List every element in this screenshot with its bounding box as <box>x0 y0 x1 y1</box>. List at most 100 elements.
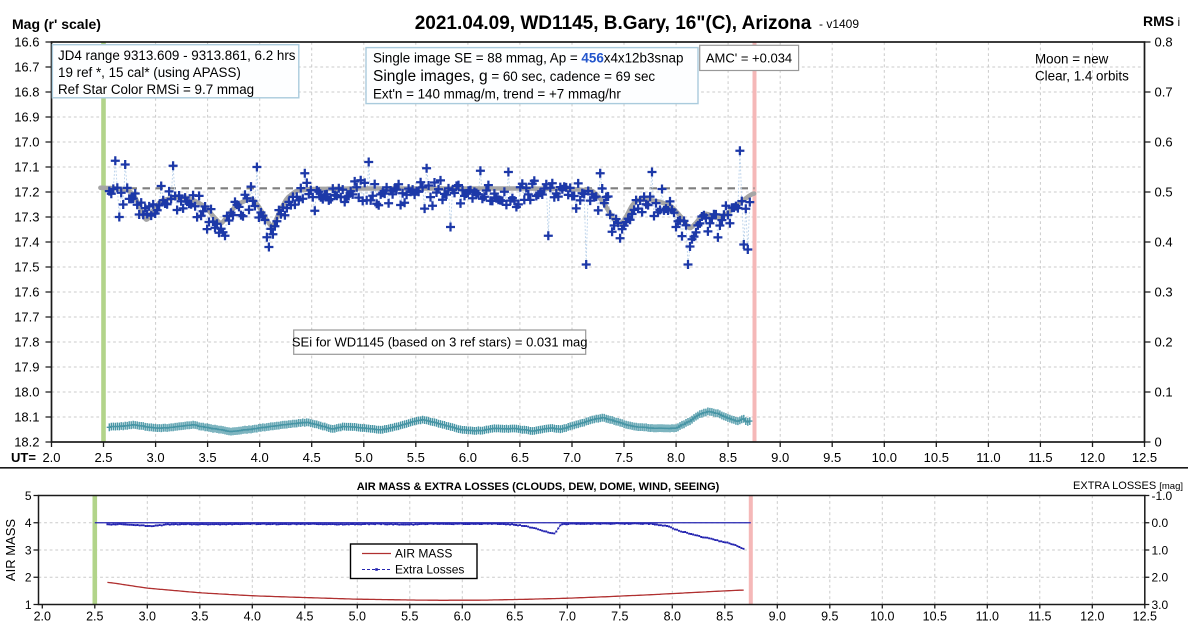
svg-text:0.2: 0.2 <box>1155 335 1173 350</box>
svg-text:3.0: 3.0 <box>139 610 156 624</box>
svg-text:4.5: 4.5 <box>296 610 313 624</box>
svg-text:5.5: 5.5 <box>407 450 425 465</box>
svg-text:Clear, 1.4 orbits: Clear, 1.4 orbits <box>1035 69 1129 84</box>
svg-text:17.2: 17.2 <box>14 185 39 200</box>
svg-text:18.0: 18.0 <box>14 385 39 400</box>
svg-text:16.6: 16.6 <box>14 35 39 50</box>
svg-text:EXTRA LOSSES [mag]: EXTRA LOSSES [mag] <box>1073 480 1183 492</box>
svg-text:11.0: 11.0 <box>976 610 999 624</box>
svg-text:2021.04.09, WD1145, B.Gary, 16: 2021.04.09, WD1145, B.Gary, 16"(C), Ariz… <box>415 13 812 34</box>
svg-text:3.5: 3.5 <box>199 450 217 465</box>
svg-text:2.0: 2.0 <box>34 610 51 624</box>
svg-text:AIR MASS & EXTRA LOSSES (CLOUD: AIR MASS & EXTRA LOSSES (CLOUDS, DEW, DO… <box>357 481 720 493</box>
svg-text:AIR MASS: AIR MASS <box>3 519 18 581</box>
svg-text:2.0: 2.0 <box>1152 571 1169 585</box>
svg-text:17.8: 17.8 <box>14 335 39 350</box>
svg-text:3.0: 3.0 <box>1152 598 1169 612</box>
svg-text:10.5: 10.5 <box>923 610 947 624</box>
svg-text:2.5: 2.5 <box>94 450 112 465</box>
svg-text:12.5: 12.5 <box>1132 450 1157 465</box>
svg-text:10.0: 10.0 <box>872 450 897 465</box>
svg-text:5.0: 5.0 <box>355 450 373 465</box>
svg-text:11.5: 11.5 <box>1028 610 1051 624</box>
svg-text:5: 5 <box>25 489 32 503</box>
svg-text:18.2: 18.2 <box>14 435 39 450</box>
svg-text:12.0: 12.0 <box>1080 610 1104 624</box>
svg-text:7.5: 7.5 <box>611 610 628 624</box>
svg-text:4.5: 4.5 <box>303 450 321 465</box>
svg-text:1: 1 <box>25 598 32 612</box>
svg-text:9.0: 9.0 <box>771 450 789 465</box>
svg-text:0.1: 0.1 <box>1155 385 1173 400</box>
svg-text:1.0: 1.0 <box>1152 543 1169 557</box>
svg-text:AIR MASS: AIR MASS <box>395 547 452 561</box>
svg-text:17.9: 17.9 <box>14 360 39 375</box>
svg-text:2: 2 <box>25 571 32 585</box>
svg-text:AMC' = +0.034: AMC' = +0.034 <box>706 51 792 66</box>
svg-text:6.0: 6.0 <box>454 610 471 624</box>
svg-text:4.0: 4.0 <box>244 610 261 624</box>
svg-text:2.5: 2.5 <box>86 610 103 624</box>
svg-text:0.8: 0.8 <box>1155 35 1173 50</box>
svg-text:18.1: 18.1 <box>14 410 39 425</box>
svg-text:12.5: 12.5 <box>1133 610 1157 624</box>
svg-text:Mag (r' scale): Mag (r' scale) <box>12 16 101 32</box>
svg-text:5.5: 5.5 <box>401 610 418 624</box>
svg-text:0.0: 0.0 <box>1152 516 1169 530</box>
svg-text:0.5: 0.5 <box>1155 185 1173 200</box>
svg-text:16.9: 16.9 <box>14 110 39 125</box>
svg-text:8.5: 8.5 <box>719 450 737 465</box>
svg-text:-1.0: -1.0 <box>1152 489 1173 503</box>
svg-text:JD4 range 9313.609 - 9313.861,: JD4 range 9313.609 - 9313.861, 6.2 hrs <box>58 48 296 63</box>
svg-text:9.5: 9.5 <box>821 610 838 624</box>
svg-text:Extra Losses: Extra Losses <box>395 563 464 577</box>
svg-text:11.5: 11.5 <box>1028 450 1052 465</box>
svg-text:16.8: 16.8 <box>14 85 39 100</box>
svg-text:UT=: UT= <box>11 450 36 465</box>
svg-text:3.0: 3.0 <box>147 450 165 465</box>
svg-text:0: 0 <box>1155 435 1162 450</box>
svg-text:6.5: 6.5 <box>511 450 529 465</box>
svg-text:6.5: 6.5 <box>506 610 523 624</box>
svg-text:Single image SE = 88 mmag, Ap: Single image SE = 88 mmag, Ap = 456x4x12… <box>373 51 683 66</box>
svg-text:17.0: 17.0 <box>14 135 39 150</box>
svg-text:- v1409: - v1409 <box>819 17 859 31</box>
svg-text:0.4: 0.4 <box>1155 235 1173 250</box>
svg-text:11.0: 11.0 <box>976 450 1000 465</box>
svg-text:Moon = new: Moon = new <box>1035 52 1109 67</box>
svg-text:17.5: 17.5 <box>14 260 39 275</box>
svg-text:19 ref *, 15 cal* (using APASS: 19 ref *, 15 cal* (using APASS) <box>58 65 241 80</box>
svg-text:17.1: 17.1 <box>14 160 39 175</box>
svg-text:0.7: 0.7 <box>1155 85 1173 100</box>
svg-text:5.0: 5.0 <box>349 610 366 624</box>
svg-text:2.0: 2.0 <box>42 450 60 465</box>
svg-text:8.0: 8.0 <box>664 610 681 624</box>
svg-text:3.5: 3.5 <box>191 610 208 624</box>
svg-text:7.0: 7.0 <box>563 450 581 465</box>
svg-text:12.0: 12.0 <box>1080 450 1105 465</box>
svg-text:SEi for WD1145 (based on 3 ref: SEi for WD1145 (based on 3 ref stars) = … <box>292 335 588 350</box>
svg-text:16.7: 16.7 <box>14 60 39 75</box>
svg-text:9.5: 9.5 <box>823 450 841 465</box>
svg-text:0.3: 0.3 <box>1155 285 1173 300</box>
svg-text:7.0: 7.0 <box>559 610 576 624</box>
svg-text:17.3: 17.3 <box>14 210 39 225</box>
svg-text:8.0: 8.0 <box>667 450 685 465</box>
svg-text:8.5: 8.5 <box>716 610 733 624</box>
svg-text:4.0: 4.0 <box>251 450 269 465</box>
svg-text:9.0: 9.0 <box>769 610 786 624</box>
svg-text:10.5: 10.5 <box>924 450 949 465</box>
svg-text:0.6: 0.6 <box>1155 135 1173 150</box>
svg-text:17.7: 17.7 <box>14 310 39 325</box>
svg-text:10.0: 10.0 <box>870 610 894 624</box>
svg-text:Ext'n = 140 mmag/m, trend = +7: Ext'n = 140 mmag/m, trend = +7 mmag/hr <box>373 87 621 102</box>
svg-text:RMS i: RMS i <box>1143 13 1180 29</box>
svg-text:17.6: 17.6 <box>14 285 39 300</box>
svg-text:Ref Star Color RMSi = 9.7 mmag: Ref Star Color RMSi = 9.7 mmag <box>58 82 254 97</box>
svg-text:6.0: 6.0 <box>459 450 477 465</box>
svg-text:17.4: 17.4 <box>14 235 39 250</box>
svg-text:4: 4 <box>25 516 32 530</box>
svg-text:3: 3 <box>25 543 32 557</box>
svg-text:Single images, g = 60 sec, cad: Single images, g = 60 sec, cadence = 69 … <box>373 68 655 85</box>
svg-text:7.5: 7.5 <box>615 450 633 465</box>
